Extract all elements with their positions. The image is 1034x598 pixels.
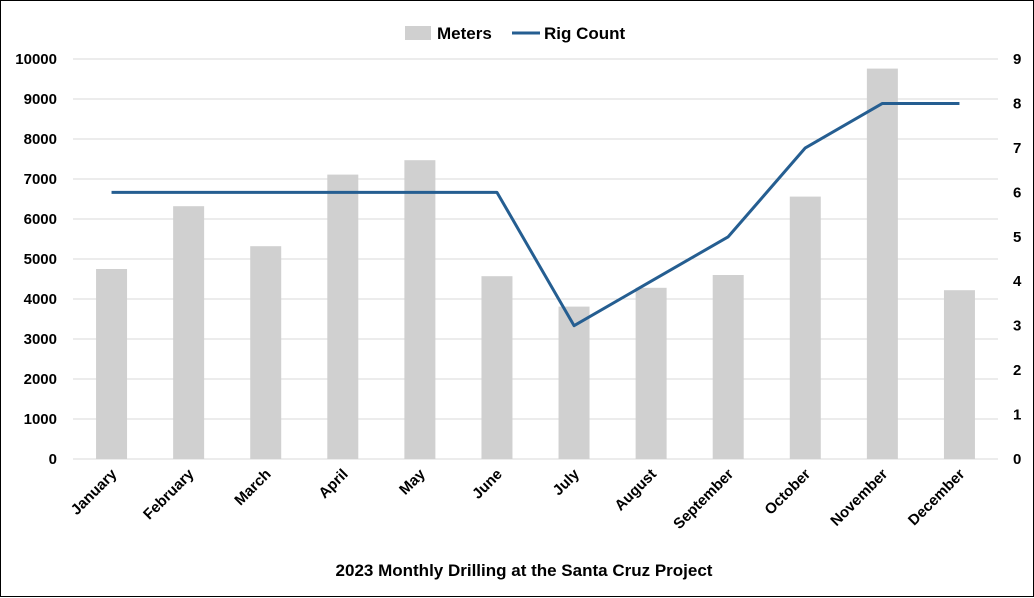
x-tick-label-february: February xyxy=(140,465,198,523)
legend: Meters Rig Count xyxy=(405,24,626,43)
y-left-tick-label: 9000 xyxy=(24,91,57,108)
y-left-tick-label: 8000 xyxy=(24,131,57,148)
y-right-tick-label: 4 xyxy=(1013,273,1022,290)
bar-april xyxy=(327,175,358,459)
x-tick-label-january: January xyxy=(68,465,121,518)
x-tick-label-december: December xyxy=(905,466,968,529)
bar-january xyxy=(96,269,127,459)
rig-count-line xyxy=(112,103,960,325)
y-left-tick-label: 7000 xyxy=(24,171,57,188)
bar-july xyxy=(559,307,590,459)
y-left-tick-label: 1000 xyxy=(24,411,57,428)
y-axis-right-ticks: 0 1 2 3 4 5 6 7 8 9 xyxy=(1013,51,1022,468)
y-left-tick-label: 10000 xyxy=(15,51,57,68)
chart-title: 2023 Monthly Drilling at the Santa Cruz … xyxy=(336,561,713,580)
y-right-tick-label: 3 xyxy=(1013,318,1021,335)
line-layer xyxy=(112,103,960,325)
legend-label-rig-count: Rig Count xyxy=(544,24,626,43)
y-left-tick-label: 2000 xyxy=(24,371,57,388)
bar-june xyxy=(481,276,512,459)
y-right-tick-label: 1 xyxy=(1013,407,1021,424)
x-tick-label-august: August xyxy=(611,466,660,515)
y-left-tick-label: 4000 xyxy=(24,291,57,308)
bar-november xyxy=(867,69,898,459)
bar-february xyxy=(173,206,204,459)
bar-october xyxy=(790,197,821,459)
bar-march xyxy=(250,246,281,459)
bar-august xyxy=(636,288,667,459)
y-right-tick-label: 5 xyxy=(1013,229,1021,246)
y-left-tick-label: 0 xyxy=(49,451,57,468)
x-tick-label-november: November xyxy=(827,466,891,530)
y-right-tick-label: 7 xyxy=(1013,140,1021,157)
x-tick-label-july: July xyxy=(550,465,584,499)
x-axis-ticks: January February March April May June July Augu… xyxy=(68,465,969,532)
x-tick-label-april: April xyxy=(315,466,351,502)
bar-may xyxy=(404,160,435,459)
x-tick-label-september: September xyxy=(670,466,737,533)
y-left-tick-label: 3000 xyxy=(24,331,57,348)
y-right-tick-label: 9 xyxy=(1013,51,1021,68)
y-left-tick-label: 5000 xyxy=(24,251,57,268)
legend-label-meters: Meters xyxy=(437,24,492,43)
y-left-tick-label: 6000 xyxy=(24,211,57,228)
y-right-tick-label: 8 xyxy=(1013,95,1021,112)
y-right-tick-label: 6 xyxy=(1013,184,1021,201)
legend-swatch-meters xyxy=(405,26,431,40)
y-axis-left-ticks: 0 1000 2000 3000 4000 5000 6000 7000 8000 9000 100… xyxy=(15,51,57,468)
bar-december xyxy=(944,290,975,459)
y-right-tick-label: 0 xyxy=(1013,451,1021,468)
bar-september xyxy=(713,275,744,459)
y-right-tick-label: 2 xyxy=(1013,362,1021,379)
x-tick-label-june: June xyxy=(469,466,506,503)
x-tick-label-may: May xyxy=(396,465,429,498)
x-tick-label-october: October xyxy=(761,466,814,519)
x-tick-label-march: March xyxy=(231,466,274,509)
